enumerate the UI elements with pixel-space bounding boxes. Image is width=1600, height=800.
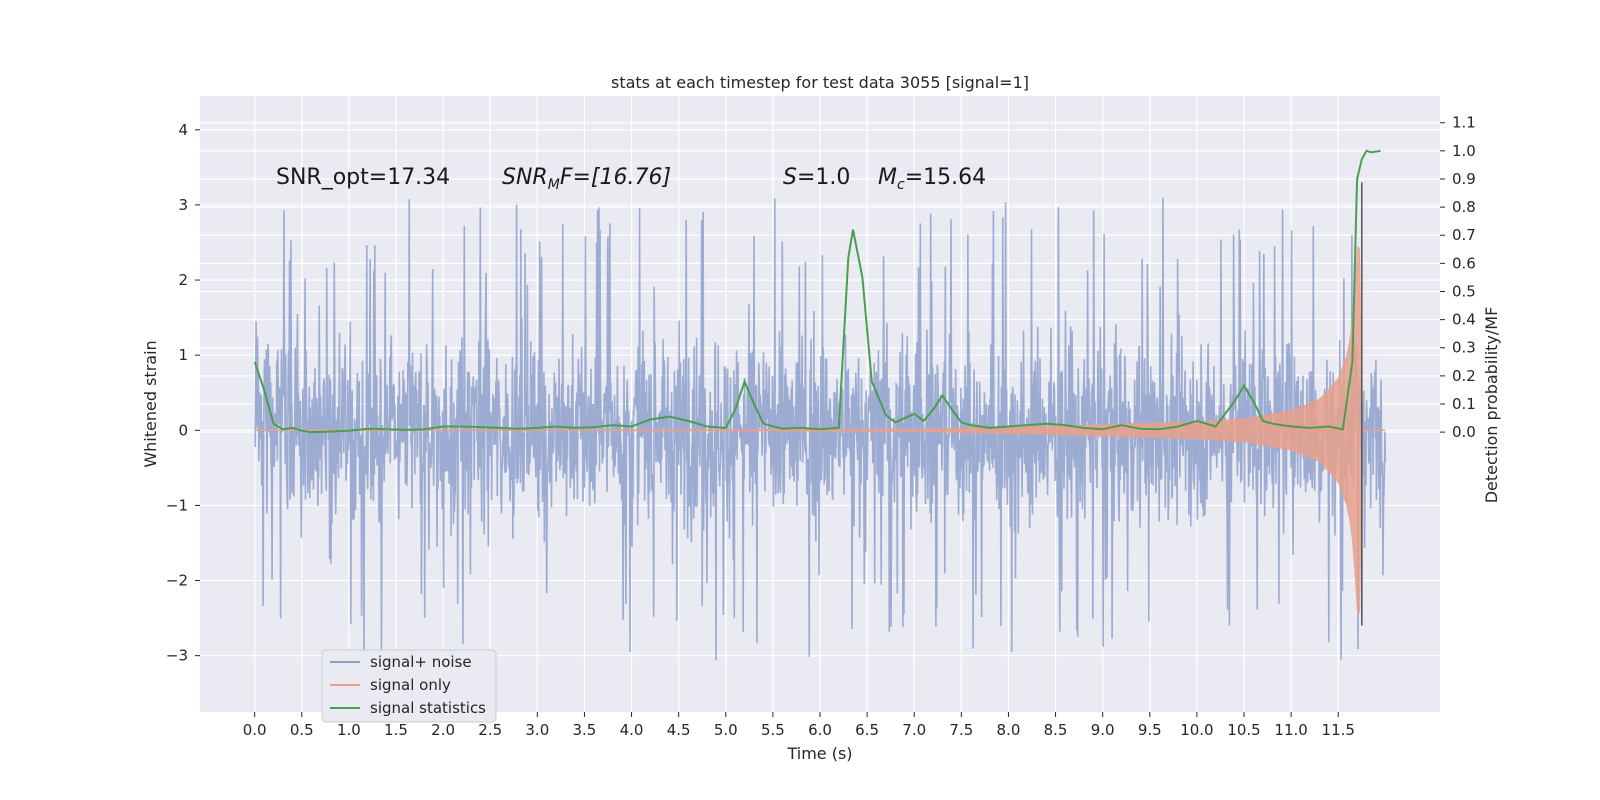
y-tick-label: −2	[166, 572, 188, 590]
y-right-axis-label: Detection probability/MF	[1482, 307, 1501, 504]
signal-statistics-series	[253, 149, 1381, 434]
y-right-tick-label: 0.0	[1452, 423, 1476, 441]
x-tick-label: 3.5	[573, 721, 597, 739]
x-tick-label: 0.5	[290, 721, 314, 739]
legend-label-signal-noise: signal+ noise	[370, 653, 472, 671]
y-tick-label: 2	[178, 271, 188, 289]
x-tick-label: 2.0	[431, 721, 455, 739]
y-tick-label: −3	[166, 647, 188, 665]
legend: signal+ noise signal only signal statist…	[321, 649, 497, 723]
y-right-tick-label: 1.1	[1452, 114, 1476, 132]
x-tick-label: 0.0	[243, 721, 267, 739]
tick-labels: 0.0 0.5 1.0 1.5 2.0 2.5 3.0 3.5 4.0 4.5 5.0 5.5 6.0 6…	[166, 114, 1476, 739]
x-tick-label: 6.0	[808, 721, 832, 739]
y-right-tick-label: 0.7	[1452, 226, 1476, 244]
y-tick-label: 0	[178, 421, 188, 439]
x-tick-label: 9.0	[1091, 721, 1115, 739]
x-tick-label: 10.0	[1180, 721, 1213, 739]
y-right-tick-label: 1.0	[1452, 142, 1476, 160]
x-tick-label: 2.5	[478, 721, 502, 739]
x-tick-label: 8.0	[997, 721, 1021, 739]
y-tick-label: −1	[166, 496, 188, 514]
y-right-tick-label: 0.5	[1452, 282, 1476, 300]
x-tick-label: 10.5	[1227, 721, 1260, 739]
chart-title: stats at each timestep for test data 305…	[611, 73, 1029, 92]
x-tick-label: 6.5	[855, 721, 879, 739]
legend-label-signal-statistics: signal statistics	[370, 699, 486, 717]
x-tick-label: 11.0	[1274, 721, 1307, 739]
y-right-tick-label: 0.9	[1452, 170, 1476, 188]
x-tick-label: 7.5	[949, 721, 973, 739]
x-tick-label: 5.0	[714, 721, 738, 739]
signal-statistics-line	[253, 149, 1381, 434]
y-right-tick-label: 0.3	[1452, 339, 1476, 357]
y-right-tick-label: 0.8	[1452, 198, 1476, 216]
y-axis-label: Whitened strain	[141, 340, 160, 467]
y-right-tick-label: 0.4	[1452, 311, 1476, 329]
legend-label-signal-only: signal only	[370, 676, 451, 694]
annotation-mc: Mc=15.64	[878, 165, 986, 193]
y-tick-label: 4	[178, 121, 188, 139]
annotation-snr-mf: SNRMF=[16.76]	[502, 165, 671, 193]
y-right-tick-label: 0.1	[1452, 395, 1476, 413]
y-right-tick-label: 0.6	[1452, 254, 1476, 272]
x-tick-label: 7.0	[902, 721, 926, 739]
signal-noise-series	[253, 197, 1387, 661]
y-tick-label: 3	[178, 196, 188, 214]
x-tick-label: 9.5	[1138, 721, 1162, 739]
legend-box	[321, 649, 497, 723]
y-right-tick-label: 0.2	[1452, 367, 1476, 385]
x-tick-label: 5.5	[761, 721, 785, 739]
x-tick-label: 4.0	[620, 721, 644, 739]
x-tick-label: 11.5	[1322, 721, 1355, 739]
x-axis-label: Time (s)	[786, 744, 852, 763]
x-tick-label: 1.5	[384, 721, 408, 739]
annotation-s: S=1.0	[783, 165, 850, 190]
signal-noise-line	[253, 197, 1387, 661]
x-tick-label: 3.0	[525, 721, 549, 739]
x-tick-label: 8.5	[1044, 721, 1068, 739]
y-tick-label: 1	[178, 346, 188, 364]
x-tick-label: 4.5	[667, 721, 691, 739]
annotation-snr-opt: SNR_opt=17.34	[276, 165, 450, 190]
x-tick-label: 1.0	[337, 721, 361, 739]
